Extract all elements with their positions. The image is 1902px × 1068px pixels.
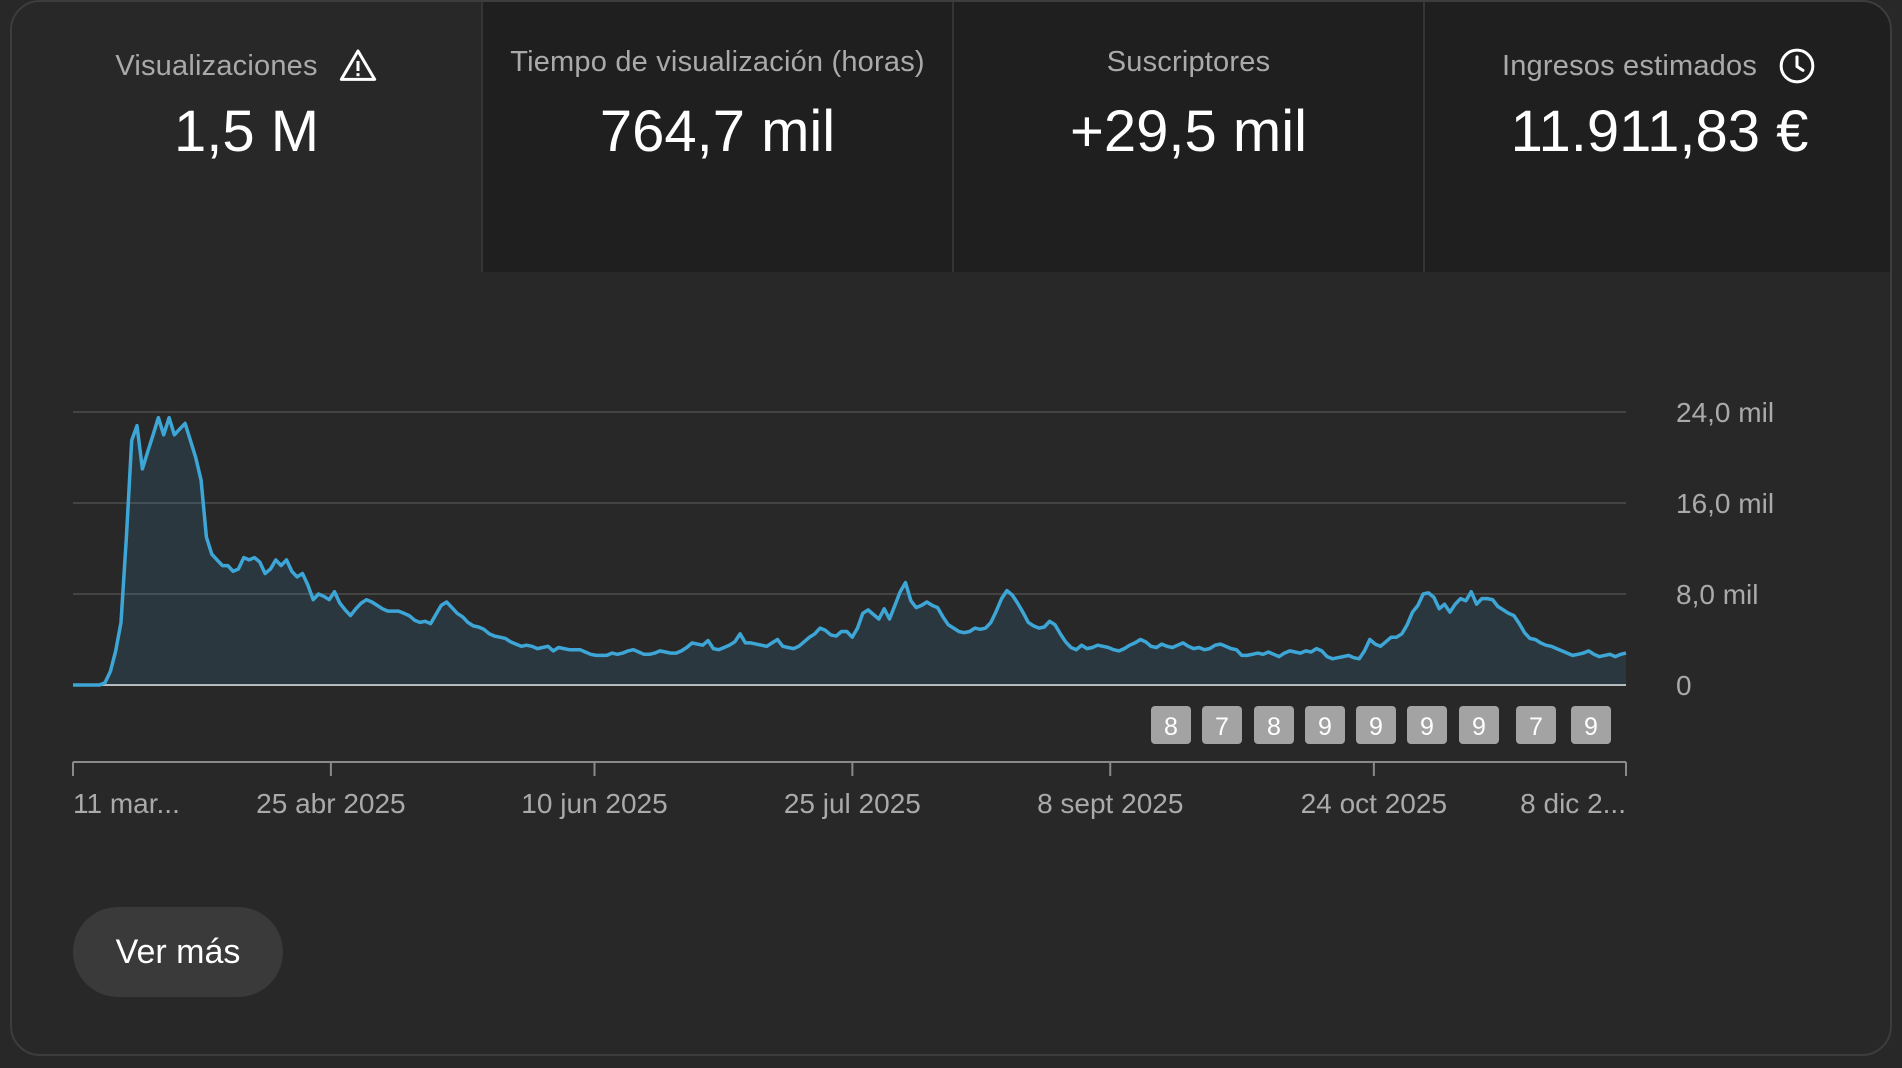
event-marker[interactable]: 9 (1571, 706, 1611, 744)
metric-label-row: Tiempo de visualización (horas) (483, 46, 952, 79)
y-tick-label: 16,0 mil (1676, 488, 1774, 519)
y-tick-label: 8,0 mil (1676, 579, 1758, 610)
event-marker-count: 9 (1369, 713, 1383, 741)
x-tick-label: 10 jun 2025 (521, 788, 667, 819)
event-marker-count: 8 (1164, 713, 1178, 741)
metric-tab-revenue[interactable]: Ingresos estimados 11.911,83 € (1423, 2, 1890, 272)
metric-value: 1,5 M (173, 99, 320, 164)
event-marker-box (1305, 706, 1345, 744)
see-more-button[interactable]: Ver más (73, 907, 283, 997)
metric-tab-views[interactable]: Visualizaciones 1,5 M (12, 2, 481, 272)
series-area (73, 417, 1626, 685)
y-tick-label: 0 (1676, 670, 1692, 701)
chart-axis: 11 mar... 25 abr 2025 10 jun 2025 25 jul 20… (72, 761, 1627, 819)
chart-grid: 0 8,0 mil 16,0 mil 24,0 mil (73, 397, 1774, 701)
event-marker-box (1571, 706, 1611, 744)
event-marker[interactable]: 9 (1305, 706, 1345, 744)
event-marker[interactable]: 9 (1356, 706, 1396, 744)
x-tick-label: 25 abr 2025 (256, 788, 405, 819)
event-marker-box (1202, 706, 1242, 744)
event-marker-box (1151, 706, 1191, 744)
x-tick-label: 24 oct 2025 (1301, 788, 1447, 819)
warning-icon[interactable] (338, 46, 378, 86)
event-marker-box (1254, 706, 1294, 744)
event-marker-count: 9 (1472, 713, 1486, 741)
event-marker-box (1459, 706, 1499, 744)
event-marker[interactable]: 7 (1202, 706, 1242, 744)
views-chart: 0 8,0 mil 16,0 mil 24,0 mil 11 mar... 25 abr… (12, 272, 1890, 832)
event-marker[interactable]: 8 (1151, 706, 1191, 744)
event-marker-count: 7 (1215, 713, 1229, 741)
metric-tab-subscribers[interactable]: Suscriptores +29,5 mil (952, 2, 1423, 272)
series-line[interactable] (73, 415, 1627, 687)
y-tick-label: 24,0 mil (1676, 397, 1774, 428)
event-marker-count: 7 (1529, 713, 1543, 741)
analytics-card: Visualizaciones 1,5 M Tiempo de visualiz… (10, 0, 1892, 1056)
event-marker[interactable]: 9 (1407, 706, 1447, 744)
event-markers: 8 7 8 9 9 9 9 7 9 (1151, 706, 1611, 744)
event-marker[interactable]: 7 (1516, 706, 1556, 744)
clock-icon[interactable] (1777, 46, 1817, 86)
metric-label: Suscriptores (1106, 46, 1271, 78)
event-marker-count: 8 (1267, 713, 1281, 741)
x-tick-label: 11 mar... (73, 788, 180, 819)
metric-label: Ingresos estimados (1501, 49, 1758, 82)
chart-series-layer (73, 415, 1627, 687)
event-marker-box (1516, 706, 1556, 744)
event-marker[interactable]: 9 (1459, 706, 1499, 744)
metric-value: 11.911,83 € (1510, 99, 1809, 164)
metric-tabs: Visualizaciones 1,5 M Tiempo de visualiz… (12, 2, 1890, 272)
event-marker-box (1356, 706, 1396, 744)
event-marker[interactable]: 8 (1254, 706, 1294, 744)
metric-label-row: Suscriptores (954, 46, 1423, 79)
metric-value: 764,7 mil (599, 99, 836, 164)
x-tick-label: 8 dic 2... (1520, 788, 1626, 819)
x-tick-label: 8 sept 2025 (1037, 788, 1183, 819)
event-marker-count: 9 (1584, 713, 1598, 741)
metric-tab-watch-time[interactable]: Tiempo de visualización (horas) 764,7 mi… (481, 2, 952, 272)
event-marker-box (1407, 706, 1447, 744)
metric-label: Tiempo de visualización (horas) (510, 46, 925, 78)
metric-label-row: Visualizaciones (12, 46, 481, 86)
metric-label: Visualizaciones (115, 49, 318, 82)
metric-label-row: Ingresos estimados (1425, 46, 1890, 86)
chart-svg: 0 8,0 mil 16,0 mil 24,0 mil 11 mar... 25 abr… (72, 397, 1774, 819)
metric-value: +29,5 mil (1070, 99, 1307, 164)
event-marker-count: 9 (1318, 713, 1332, 741)
event-marker-count: 9 (1420, 713, 1434, 741)
x-tick-label: 25 jul 2025 (784, 788, 921, 819)
